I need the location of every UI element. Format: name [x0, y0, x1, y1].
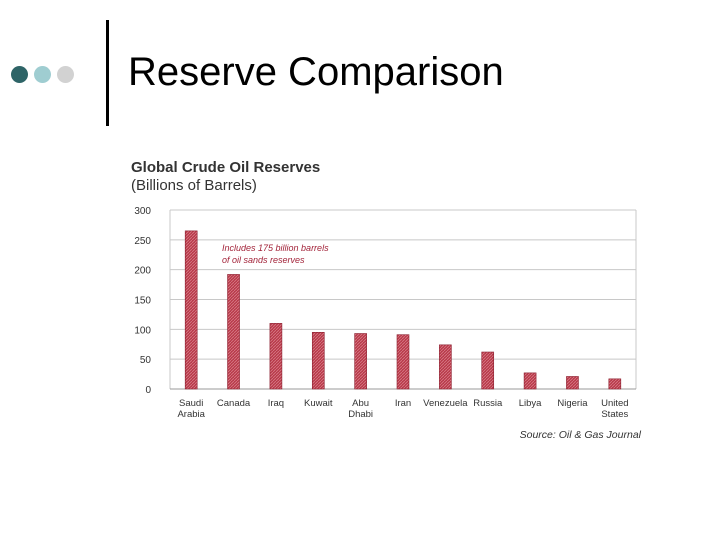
bar	[354, 333, 367, 390]
x-tick-label: Abu Dhabi	[348, 398, 373, 420]
x-tick-label: Saudi Arabia	[177, 398, 205, 420]
x-tick-label: Iran	[395, 398, 411, 409]
y-tick-label: 200	[134, 266, 151, 277]
x-tick-label: Libya	[519, 398, 542, 409]
x-tick-label: Iraq	[268, 398, 284, 409]
bar	[184, 230, 198, 390]
x-tick-label: Nigeria	[557, 398, 588, 409]
x-tick-label: United States	[601, 398, 628, 420]
y-tick-label: 50	[140, 355, 152, 366]
bar	[439, 344, 452, 390]
bullet-dots	[11, 66, 74, 83]
bullet-dot-1	[11, 66, 28, 83]
bar	[311, 332, 325, 390]
slide-title: Reserve Comparison	[128, 50, 504, 94]
y-tick-label: 100	[134, 325, 151, 336]
bar	[227, 274, 240, 390]
bar	[523, 372, 537, 390]
title-divider	[106, 20, 109, 126]
bar	[269, 323, 283, 390]
bar	[481, 351, 495, 390]
y-tick-label: 150	[134, 296, 151, 307]
annotation: Includes 175 billion barrels of oil sands…	[222, 243, 329, 265]
x-tick-label: Russia	[473, 398, 503, 409]
bar	[566, 376, 579, 390]
x-tick-label: Kuwait	[304, 398, 333, 409]
chart-title: Global Crude Oil Reserves	[131, 159, 320, 176]
y-tick-label: 300	[134, 206, 151, 217]
plot-area: 0 50 100 150 200 250 300 Saudi Arabia Canada Iraq K…	[134, 206, 641, 441]
bullet-dot-3	[57, 66, 74, 83]
chart-subtitle: (Billions of Barrels)	[131, 177, 257, 194]
x-tick-label: Venezuela	[423, 398, 468, 409]
bar	[396, 334, 410, 390]
source-note: Source: Oil & Gas Journal	[520, 429, 642, 441]
y-tick-label: 0	[145, 385, 151, 396]
x-tick-label: Canada	[217, 398, 251, 409]
bar	[608, 378, 622, 390]
bullet-dot-2	[34, 66, 51, 83]
y-tick-label: 250	[134, 236, 151, 247]
